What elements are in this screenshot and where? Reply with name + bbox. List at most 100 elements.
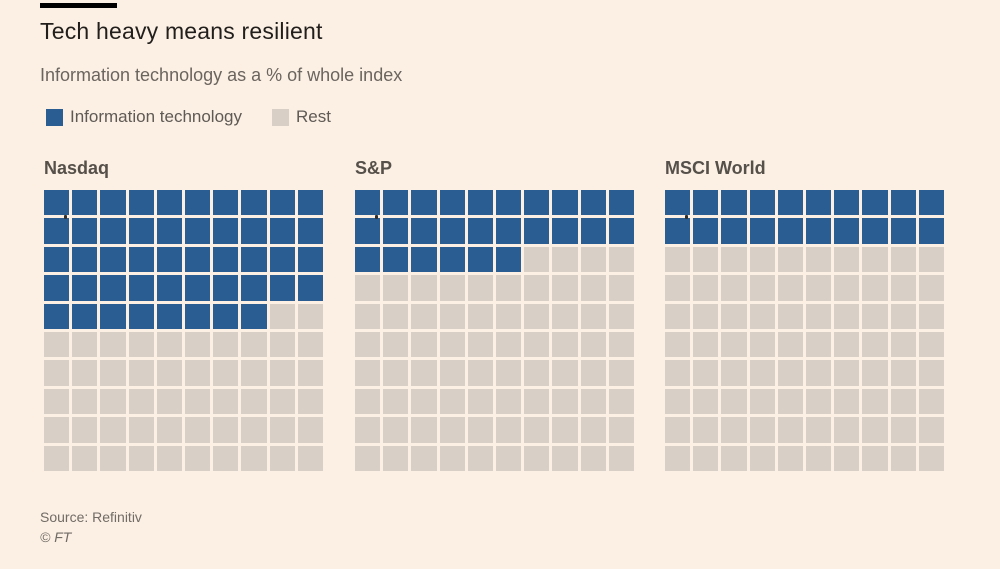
cell-rest: [749, 331, 775, 358]
cell-rest: [383, 388, 409, 415]
cell-rest: [806, 331, 832, 358]
cell-rest: [439, 275, 465, 301]
cell-information-technology: [749, 190, 775, 216]
cell-rest: [777, 246, 803, 273]
cell-rest: [721, 303, 747, 329]
waffle-title: MSCI World: [665, 158, 766, 178]
cell-rest: [918, 246, 944, 273]
cell-rest: [665, 331, 691, 358]
cell-information-technology: [439, 246, 465, 273]
cell-rest: [693, 246, 719, 273]
cell-information-technology: [269, 246, 295, 273]
cell-information-technology: [213, 218, 239, 244]
cell-rest: [355, 275, 381, 301]
cell-rest: [721, 331, 747, 358]
legend: Information technology Rest: [46, 107, 331, 127]
cell-information-technology: [44, 190, 70, 216]
cell-information-technology: [355, 246, 381, 273]
cell-information-technology: [834, 190, 860, 216]
cell-rest: [524, 360, 550, 386]
cell-rest: [834, 445, 860, 471]
cell-rest: [72, 388, 98, 415]
cell-rest: [156, 417, 182, 443]
cell-information-technology: [496, 190, 522, 216]
cell-rest: [693, 303, 719, 329]
cell-rest: [269, 303, 295, 329]
cell-rest: [156, 331, 182, 358]
cell-rest: [552, 275, 578, 301]
cell-information-technology: [156, 190, 182, 216]
cell-rest: [608, 360, 634, 386]
cell-rest: [749, 303, 775, 329]
cell-rest: [72, 417, 98, 443]
cell-rest: [100, 445, 126, 471]
cell-rest: [552, 246, 578, 273]
cell-information-technology: [862, 218, 888, 244]
cell-rest: [834, 360, 860, 386]
cell-information-technology: [608, 190, 634, 216]
cell-rest: [411, 388, 437, 415]
cell-rest: [552, 360, 578, 386]
cell-rest: [411, 331, 437, 358]
cell-information-technology: [608, 218, 634, 244]
cell-rest: [580, 303, 606, 329]
cell-rest: [552, 445, 578, 471]
cell-information-technology: [297, 275, 323, 301]
cell-rest: [806, 445, 832, 471]
chart-title: Tech heavy means resilient: [40, 18, 323, 44]
cell-information-technology: [72, 303, 98, 329]
cell-information-technology: [72, 246, 98, 273]
legend-item-information-technology: Information technology: [46, 107, 242, 127]
cell-information-technology: [383, 246, 409, 273]
cell-rest: [355, 388, 381, 415]
cell-information-technology: [72, 275, 98, 301]
cell-rest: [806, 275, 832, 301]
waffle-title: Nasdaq: [44, 158, 110, 178]
legend-label-information-technology: Information technology: [70, 107, 242, 126]
cell-rest: [721, 246, 747, 273]
cell-rest: [467, 303, 493, 329]
cell-rest: [806, 303, 832, 329]
chart-subtitle: Information technology as a % of whole i…: [40, 65, 403, 85]
cell-rest: [439, 360, 465, 386]
cell-information-technology: [439, 190, 465, 216]
legend-label-rest: Rest: [296, 107, 331, 126]
cell-information-technology: [890, 190, 916, 216]
cell-rest: [128, 388, 154, 415]
cell-information-technology: [128, 190, 154, 216]
cell-rest: [749, 360, 775, 386]
cell-rest: [72, 360, 98, 386]
cell-information-technology: [213, 246, 239, 273]
cell-information-technology: [467, 218, 493, 244]
cell-rest: [383, 445, 409, 471]
cell-rest: [241, 331, 267, 358]
cell-rest: [383, 360, 409, 386]
cell-rest: [269, 388, 295, 415]
cell-rest: [834, 388, 860, 415]
cell-rest: [890, 417, 916, 443]
cell-rest: [665, 417, 691, 443]
cell-information-technology: [580, 218, 606, 244]
cell-rest: [44, 388, 70, 415]
cell-rest: [383, 303, 409, 329]
cell-rest: [580, 360, 606, 386]
cell-rest: [749, 417, 775, 443]
cell-rest: [777, 417, 803, 443]
cell-rest: [72, 331, 98, 358]
cell-rest: [496, 303, 522, 329]
cell-information-technology: [665, 218, 691, 244]
cell-information-technology: [241, 275, 267, 301]
cell-rest: [185, 445, 211, 471]
cell-information-technology: [269, 218, 295, 244]
cell-rest: [721, 417, 747, 443]
cell-rest: [862, 275, 888, 301]
cell-rest: [834, 417, 860, 443]
cell-rest: [721, 445, 747, 471]
cell-information-technology: [128, 275, 154, 301]
cell-information-technology: [749, 218, 775, 244]
cell-rest: [411, 275, 437, 301]
cell-rest: [580, 275, 606, 301]
cell-rest: [496, 445, 522, 471]
cell-rest: [834, 275, 860, 301]
